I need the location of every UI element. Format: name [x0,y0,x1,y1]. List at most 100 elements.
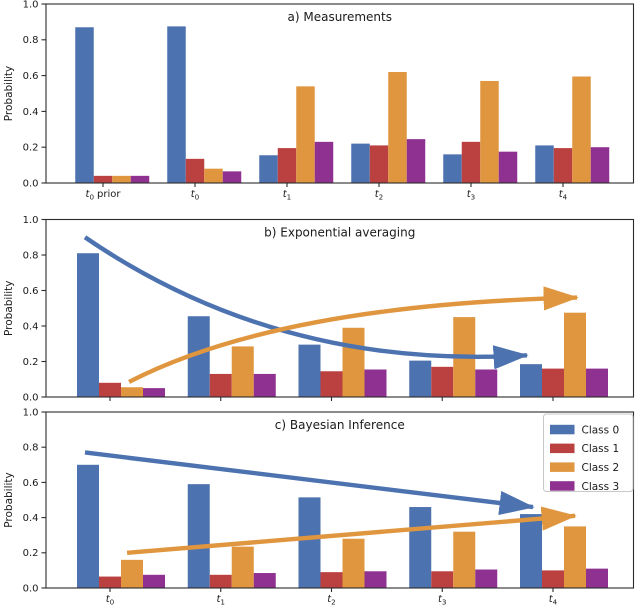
bar-a-4-class2 [480,80,499,183]
y-axis-label: Probability [3,280,15,336]
axis-frame [45,411,635,589]
y-tick-label: 0.8 [23,443,39,454]
legend-label: Class 1 [582,443,620,455]
x-tick-label: t0 [191,189,200,202]
y-tick-label: 0.0 [23,178,39,189]
bar-c-0-class3 [143,574,165,588]
bar-a-2-class0 [259,155,278,183]
x-tick-label: t2 [375,189,384,202]
bar-b-1-class3 [253,373,276,397]
bar-b-2-class0 [298,344,321,397]
bar-a-3-class2 [388,72,407,183]
bar-b-0-class2 [121,387,143,397]
bar-c-0-class0 [77,464,99,588]
legend-label: Class 0 [582,424,620,436]
bar-a-4-class0 [443,154,462,183]
x-tick-label: t4 [559,189,568,202]
axis-frame [45,3,635,184]
y-tick-label: 0.4 [23,513,39,524]
subplot-title: c) Bayesian Inference [275,418,405,432]
legend-swatch-class1 [550,443,575,454]
bar-a-0-class2 [112,175,131,183]
bar-c-0-class2 [121,559,143,588]
y-tick-label: 0.2 [23,548,39,559]
trend-arrow-c-class2 [126,506,577,555]
bar-b-1-class0 [187,316,210,397]
bar-c-3-class2 [453,531,476,588]
bar-b-1-class2 [231,346,254,397]
bar-a-5-class1 [553,148,573,183]
trend-arrow-b-class2 [128,286,579,384]
bar-c-2-class1 [320,572,343,588]
trend-arrow-b-class0 [83,235,529,370]
bar-a-1-class2 [204,168,223,183]
bar-b-3-class1 [431,366,454,397]
bar-a-5-class0 [535,145,554,183]
y-tick-label: 0.6 [23,478,39,489]
x-tick-label: t2 [327,594,336,607]
bar-b-0-class0 [77,253,99,397]
legend-swatch-class2 [550,462,575,472]
bar-a-1-class0 [167,26,186,183]
y-axis-label: Probability [3,66,15,122]
bar-c-1-class0 [187,484,210,588]
bar-c-4-class0 [520,514,542,588]
bar-a-1-class1 [185,158,205,183]
bar-b-0-class3 [143,388,165,397]
bar-a-2-class1 [277,148,297,183]
bar-b-0-class1 [99,382,121,397]
bar-c-3-class1 [431,571,454,588]
bar-c-4-class3 [586,568,608,588]
y-axis-label: Probability [3,472,15,528]
subplot-c: 0.0 0.2 0.4 0.6 0.8 1.0 t0 t1 t2 t3 t4 c) Bayesian … [3,407,635,607]
subplot-title: a) Measurements [288,10,392,24]
y-tick-label: 1.0 [23,0,39,10]
trend-arrow-c-class0 [84,450,535,516]
bar-a-4-class3 [498,151,518,183]
y-tick-label: 0.4 [23,107,39,118]
bar-a-3-class0 [351,143,370,183]
bar-a-1-class3 [222,171,242,183]
legend-label: Class 2 [582,462,620,474]
y-tick-label: 0.0 [23,392,39,403]
bar-c-1-class1 [209,574,232,588]
bar-a-2-class2 [296,86,315,183]
bar-c-3-class3 [475,569,498,588]
bar-c-2-class3 [364,571,387,588]
bar-b-4-class3 [586,368,608,397]
bar-c-1-class3 [253,573,276,588]
y-tick-label: 1.0 [23,407,39,418]
x-tick-label: t0 [106,594,115,607]
y-tick-label: 0.8 [23,35,39,46]
bar-a-0-class0 [75,27,94,183]
bar-a-4-class1 [461,141,481,183]
x-tick-label: t3 [467,189,476,202]
subplot-title: b) Exponential averaging [264,226,415,240]
axis-frame [45,218,635,398]
y-tick-label: 0.4 [23,321,39,332]
y-tick-label: 0.6 [23,71,39,82]
x-tick-label: t1 [217,594,226,607]
x-tick-label: t1 [283,189,292,202]
bar-c-1-class2 [231,546,254,588]
bar-a-0-class3 [130,175,150,183]
bar-b-1-class1 [209,373,232,397]
legend-swatch-class0 [550,424,575,435]
bar-a-3-class1 [369,145,389,183]
bar-b-2-class2 [342,327,365,397]
legend-label: Class 3 [582,481,620,493]
y-tick-label: 0.2 [23,357,39,368]
bar-c-2-class2 [342,538,365,588]
legend: Class 0 Class 1 Class 2 Class 3 [543,413,634,493]
bar-a-2-class3 [314,141,334,183]
subplot-b: 0.0 0.2 0.4 0.6 0.8 1.0 b) Exponential averagi… [3,215,635,403]
x-tick-label: t0 prior [86,189,122,202]
bar-c-4-class1 [542,570,564,588]
y-tick-label: 1.0 [23,215,39,226]
bar-c-3-class0 [409,507,432,588]
y-tick-label: 0.6 [23,286,39,297]
bar-c-0-class1 [99,576,121,588]
y-tick-label: 0.8 [23,250,39,261]
